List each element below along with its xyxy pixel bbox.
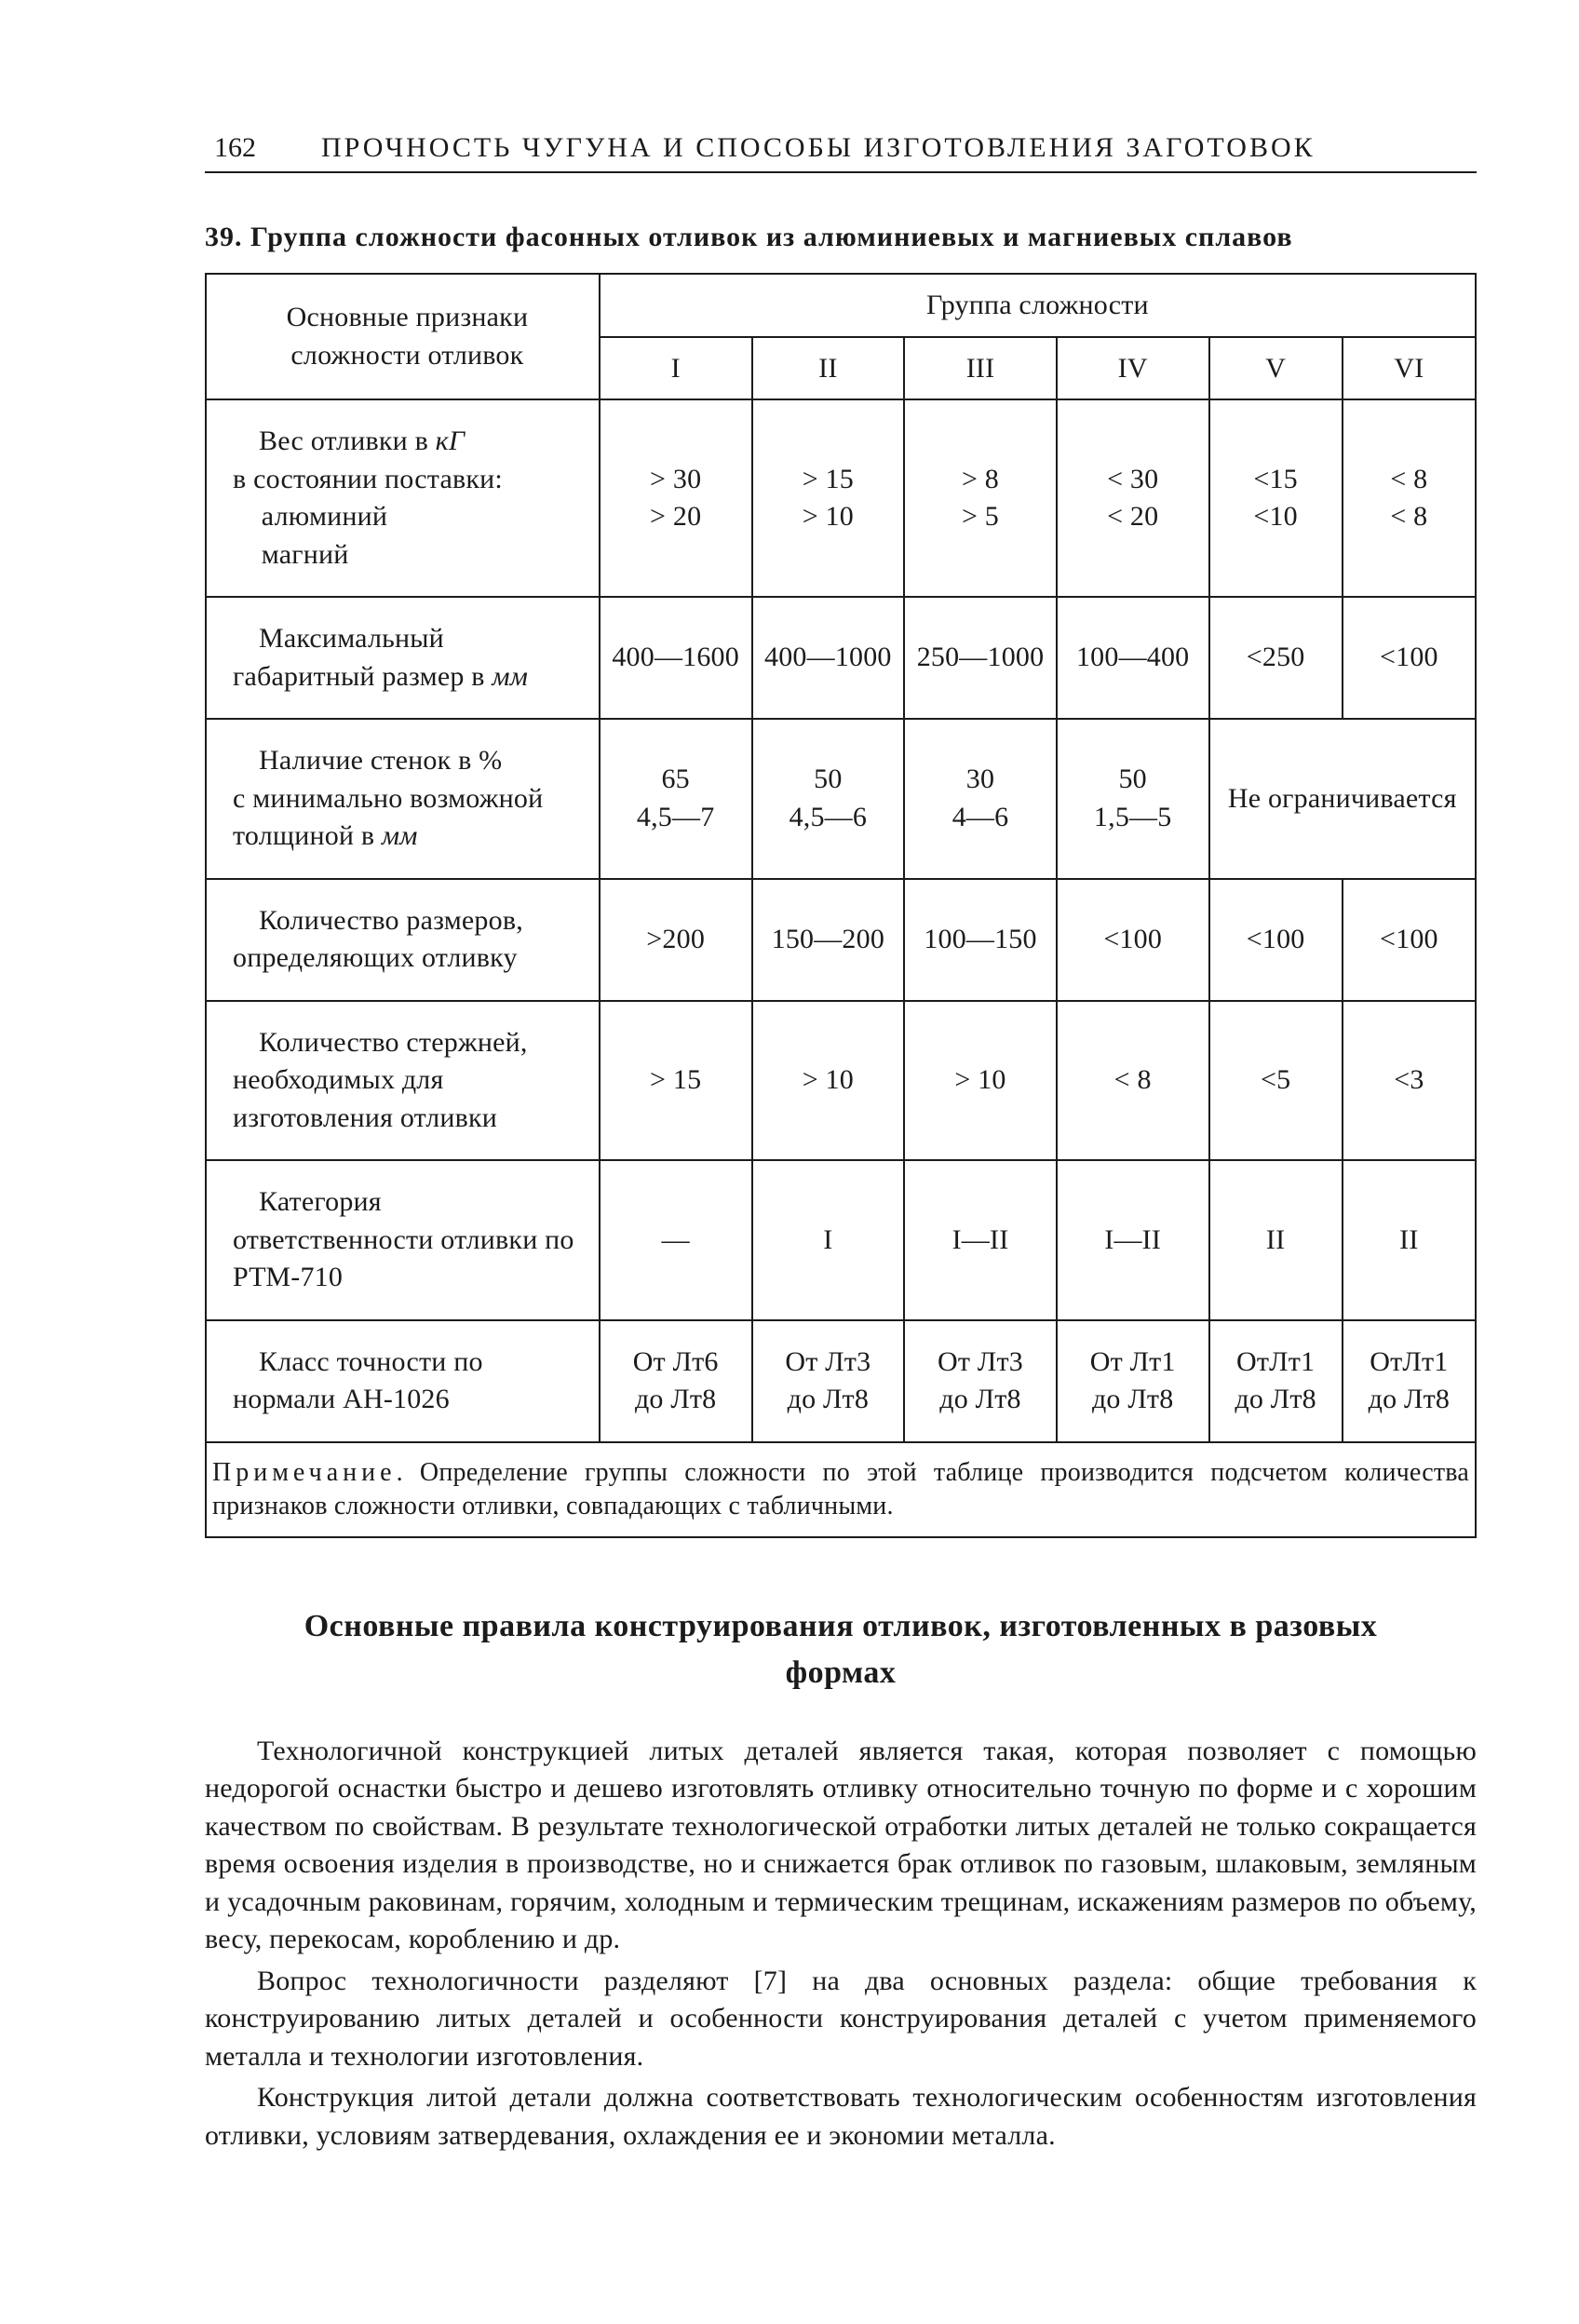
cell: <250 xyxy=(1209,597,1343,719)
cell: <100 xyxy=(1057,879,1209,1001)
row-attribute: Класс точности по нормали АН-1026 xyxy=(206,1320,600,1442)
cell: > 10 xyxy=(752,1001,905,1161)
cell: <3 xyxy=(1343,1001,1476,1161)
cell: <5 xyxy=(1209,1001,1343,1161)
cell: — xyxy=(600,1160,752,1320)
cell: 400—1000 xyxy=(752,597,905,719)
cell: >200 xyxy=(600,879,752,1001)
section-title: Основные правила конструирования отливок… xyxy=(279,1603,1402,1696)
cell: 304—6 xyxy=(904,719,1057,879)
table-row: Количество стержней, необходимых для изг… xyxy=(206,1001,1476,1161)
cell: 400—1600 xyxy=(600,597,752,719)
cell: От Лт6до Лт8 xyxy=(600,1320,752,1442)
table-row: Наличие стенок в % с минимально возможно… xyxy=(206,719,1476,879)
cell: < 30< 20 xyxy=(1057,399,1209,597)
cell: II xyxy=(1209,1160,1343,1320)
cell: > 15 xyxy=(600,1001,752,1161)
col-head-5: V xyxy=(1209,337,1343,400)
running-head-text: ПРОЧНОСТЬ ЧУГУНА И СПОСОБЫ ИЗГОТОВЛЕНИЯ … xyxy=(321,130,1316,166)
cell: I xyxy=(752,1160,905,1320)
cell: ОтЛт1до Лт8 xyxy=(1209,1320,1343,1442)
cell: 504,5—6 xyxy=(752,719,905,879)
page-number: 162 xyxy=(214,130,256,166)
table-note-row: Примечание. Определение группы сложности… xyxy=(206,1442,1476,1538)
cell-merged: Не ограничивается xyxy=(1209,719,1476,879)
cell: > 30> 20 xyxy=(600,399,752,597)
table-row: Категория ответственности отливки по РТМ… xyxy=(206,1160,1476,1320)
col-head-6: VI xyxy=(1343,337,1476,400)
body-paragraph: Конструкция литой детали должна соответс… xyxy=(205,2079,1477,2155)
cell: От Лт1до Лт8 xyxy=(1057,1320,1209,1442)
cell: <100 xyxy=(1343,597,1476,719)
row-attribute: Количество размеров, определяющих отливк… xyxy=(206,879,600,1001)
row-attribute: Количество стержней, необходимых для изг… xyxy=(206,1001,600,1161)
cell: < 8< 8 xyxy=(1343,399,1476,597)
table-caption: 39. Группа сложности фасонных отливок из… xyxy=(205,220,1477,255)
body-paragraph: Вопрос технологичности разделяют [7] на … xyxy=(205,1963,1477,2076)
cell: > 10 xyxy=(904,1001,1057,1161)
group-header: Группа сложности xyxy=(600,274,1476,337)
cell: ОтЛт1до Лт8 xyxy=(1343,1320,1476,1442)
cell: 150—200 xyxy=(752,879,905,1001)
col-head-1: I xyxy=(600,337,752,400)
row-attribute: Вес отливки в кГ в состоянии поставки: а… xyxy=(206,399,600,597)
body-paragraph: Технологичной конструкцией литых деталей… xyxy=(205,1733,1477,1959)
cell: < 8 xyxy=(1057,1001,1209,1161)
row-header-title: Основные признаки сложности отливок xyxy=(206,274,600,399)
cell: <100 xyxy=(1209,879,1343,1001)
cell: <100 xyxy=(1343,879,1476,1001)
table-row: Количество размеров, определяющих отливк… xyxy=(206,879,1476,1001)
col-head-4: IV xyxy=(1057,337,1209,400)
cell: I—II xyxy=(904,1160,1057,1320)
table-row: Максимальный габаритный размер в мм400—1… xyxy=(206,597,1476,719)
cell: 100—150 xyxy=(904,879,1057,1001)
cell: 100—400 xyxy=(1057,597,1209,719)
cell: От Лт3до Лт8 xyxy=(752,1320,905,1442)
col-head-3: III xyxy=(904,337,1057,400)
running-head: 162 ПРОЧНОСТЬ ЧУГУНА И СПОСОБЫ ИЗГОТОВЛЕ… xyxy=(205,130,1477,166)
cell: I—II xyxy=(1057,1160,1209,1320)
complexity-table: Основные признаки сложности отливок Груп… xyxy=(205,273,1477,1538)
row-attribute: Наличие стенок в % с минимально возможно… xyxy=(206,719,600,879)
cell: 250—1000 xyxy=(904,597,1057,719)
cell: <15<10 xyxy=(1209,399,1343,597)
cell: II xyxy=(1343,1160,1476,1320)
row-attribute: Максимальный габаритный размер в мм xyxy=(206,597,600,719)
cell: От Лт3до Лт8 xyxy=(904,1320,1057,1442)
table-row: Класс точности по нормали АН-1026От Лт6д… xyxy=(206,1320,1476,1442)
table-row: Вес отливки в кГ в состоянии поставки: а… xyxy=(206,399,1476,597)
head-rule xyxy=(205,171,1477,173)
cell: 654,5—7 xyxy=(600,719,752,879)
page: 162 ПРОЧНОСТЬ ЧУГУНА И СПОСОБЫ ИЗГОТОВЛЕ… xyxy=(0,0,1579,2324)
body-text: Технологичной конструкцией литых деталей… xyxy=(205,1733,1477,2155)
cell: 501,5—5 xyxy=(1057,719,1209,879)
cell: > 15> 10 xyxy=(752,399,905,597)
cell: > 8> 5 xyxy=(904,399,1057,597)
col-head-2: II xyxy=(752,337,905,400)
row-attribute: Категория ответственности отливки по РТМ… xyxy=(206,1160,600,1320)
table-note: Примечание. Определение группы сложности… xyxy=(206,1442,1476,1538)
